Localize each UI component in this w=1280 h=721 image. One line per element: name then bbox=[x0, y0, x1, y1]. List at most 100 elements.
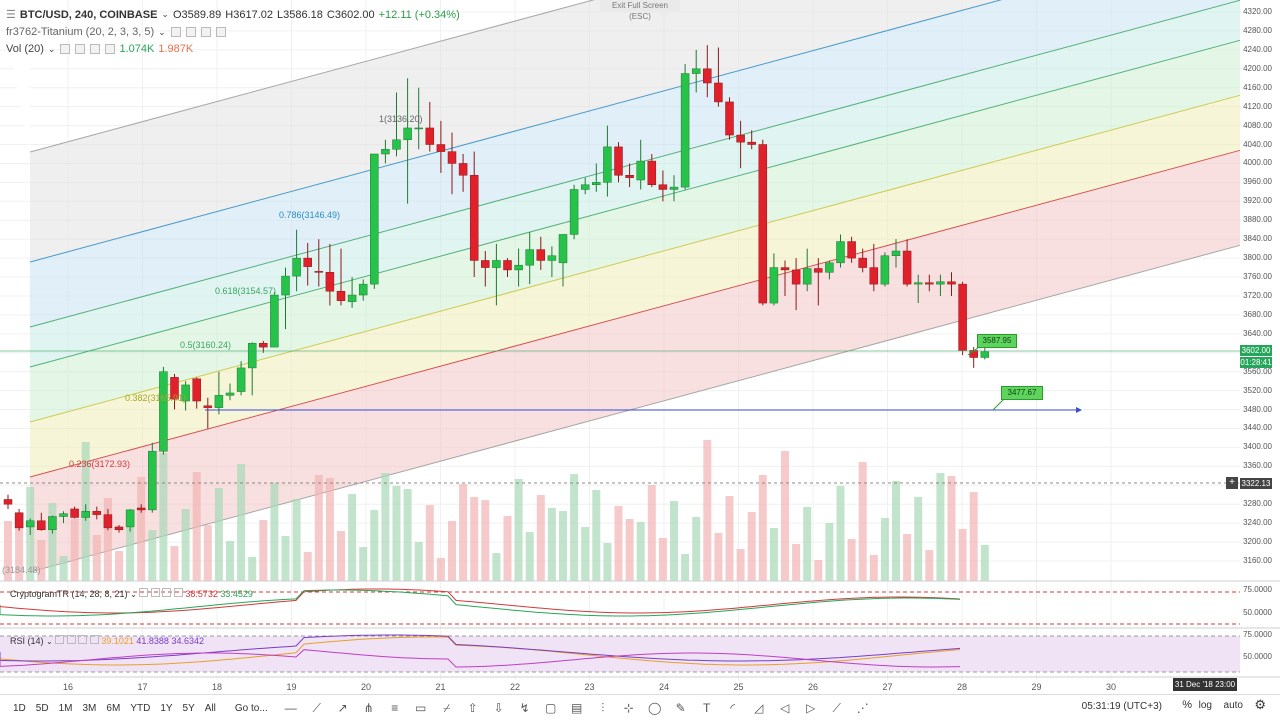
eye-icon[interactable] bbox=[55, 635, 65, 644]
price-label-box[interactable]: 3587.95 bbox=[977, 334, 1017, 348]
close-icon[interactable] bbox=[200, 27, 211, 37]
cross-line-icon[interactable]: ⊹ bbox=[623, 700, 634, 715]
settings-icon[interactable] bbox=[185, 27, 196, 37]
text-icon[interactable]: T bbox=[703, 700, 711, 715]
rsi-value-3: 34.6342 bbox=[171, 636, 204, 646]
more-icon[interactable] bbox=[215, 27, 226, 37]
volume-bar bbox=[814, 560, 823, 581]
settings-icon[interactable] bbox=[75, 44, 86, 54]
flag-left-icon[interactable]: ◁ bbox=[780, 700, 790, 715]
candle-body bbox=[303, 257, 312, 267]
price-tick: 4080.00 bbox=[1243, 120, 1272, 130]
more-icon[interactable] bbox=[173, 588, 183, 597]
arrow-up-icon[interactable]: ⇧ bbox=[467, 700, 478, 715]
chevron-down-icon[interactable]: ⌄ bbox=[130, 590, 137, 599]
volume-bar bbox=[359, 547, 368, 581]
price-tick: 3520.00 bbox=[1243, 385, 1272, 395]
settings-icon[interactable] bbox=[150, 588, 160, 597]
arc-icon[interactable]: ◜ bbox=[730, 700, 736, 715]
chevron-down-icon[interactable]: ⌄ bbox=[161, 9, 169, 19]
range-button-3m[interactable]: 3M bbox=[82, 702, 97, 714]
price-tick: 3800.00 bbox=[1243, 253, 1272, 263]
ray-icon[interactable]: ↗ bbox=[337, 700, 348, 715]
pitchfork-icon[interactable]: ⋔ bbox=[363, 700, 374, 715]
percent-toggle[interactable]: % bbox=[1182, 699, 1192, 711]
flag-right-icon[interactable]: ▷ bbox=[806, 700, 816, 715]
time-tick: 16 bbox=[62, 682, 73, 692]
eye-icon[interactable] bbox=[139, 588, 149, 597]
fib-mask bbox=[0, 0, 30, 152]
path-icon[interactable]: ↯ bbox=[519, 700, 530, 715]
volume-bar bbox=[237, 464, 246, 581]
range-button-5d[interactable]: 5D bbox=[35, 702, 49, 714]
vertical-line-icon[interactable]: ⫶ bbox=[601, 700, 605, 715]
more-icon[interactable] bbox=[105, 44, 116, 54]
indicator-label[interactable]: fr3762-Titanium (20, 2, 3, 3, 5) bbox=[6, 26, 155, 38]
range-button-1y[interactable]: 1Y bbox=[160, 702, 173, 714]
clock[interactable]: 05:31:19 (UTC+3) bbox=[1081, 701, 1162, 712]
arrow-down-icon[interactable]: ⇩ bbox=[493, 700, 504, 715]
note-icon[interactable]: ▤ bbox=[571, 700, 583, 715]
candle-body bbox=[536, 249, 546, 261]
volume-bar bbox=[714, 533, 723, 581]
chevron-down-icon[interactable]: ⌄ bbox=[46, 637, 53, 646]
volume-bar bbox=[115, 551, 123, 581]
rsi-value-1: 39.1021 bbox=[101, 636, 134, 646]
rsi-label[interactable]: RSI (14) bbox=[10, 636, 44, 646]
close-icon[interactable] bbox=[90, 44, 101, 54]
more-icon[interactable] bbox=[89, 635, 99, 644]
pen-icon[interactable]: ✎ bbox=[675, 700, 686, 715]
osc-tick: 50.0000 bbox=[1243, 608, 1272, 617]
curve-icon[interactable]: ◿ bbox=[754, 700, 764, 715]
plus-icon[interactable]: + bbox=[1226, 477, 1238, 489]
range-button-ytd[interactable]: YTD bbox=[130, 702, 151, 714]
volume-bar bbox=[903, 534, 912, 581]
candle-body bbox=[447, 151, 457, 164]
oscillator-label[interactable]: CryptogramTR (14, 28, 8, 21) bbox=[10, 589, 128, 599]
volume-bar bbox=[4, 521, 12, 581]
drawing-tools: — ⟋ ↗ ⋔ ≡ ▭ ⌿ ⇧ ⇩ ↯ ▢ ▤ ⫶ ⊹ ◯ ✎ T ◜ ◿ ◁ ▷ ⟋ ⋰ bbox=[278, 698, 876, 719]
chevron-down-icon[interactable]: ⌄ bbox=[47, 43, 56, 54]
close-icon[interactable] bbox=[162, 588, 172, 597]
price-label-box[interactable]: 3477.67 bbox=[1001, 386, 1043, 400]
log-toggle[interactable]: log bbox=[1198, 700, 1212, 711]
trend-line-icon[interactable]: ⟋ bbox=[312, 700, 321, 715]
volume-bar bbox=[314, 475, 323, 581]
brush-icon[interactable]: ⟋ bbox=[832, 700, 841, 715]
ellipse-icon[interactable]: ◯ bbox=[647, 700, 662, 715]
auto-toggle[interactable]: auto bbox=[1223, 700, 1243, 711]
range-button-5y[interactable]: 5Y bbox=[182, 702, 195, 714]
range-button-1d[interactable]: 1D bbox=[13, 702, 26, 714]
menu-icon[interactable]: ☰ bbox=[6, 9, 16, 21]
crosshair-price-tag: 3322.13 bbox=[1240, 478, 1272, 489]
label-pointer bbox=[992, 397, 1006, 411]
price-tick: 4000.00 bbox=[1243, 158, 1272, 168]
settings-icon[interactable] bbox=[66, 635, 76, 644]
close-icon[interactable] bbox=[78, 635, 88, 644]
volume-label[interactable]: Vol (20) bbox=[6, 43, 44, 55]
rectangle-icon[interactable]: ▭ bbox=[415, 700, 427, 715]
exit-fullscreen-button[interactable]: Exit Full Screen (ESC) bbox=[600, 0, 680, 21]
oscillator-header: CryptogramTR (14, 28, 8, 21) ⌄ 38.5732 3… bbox=[10, 588, 253, 599]
horizontal-line-icon[interactable]: — bbox=[284, 700, 297, 715]
eye-icon[interactable] bbox=[60, 44, 71, 54]
chevron-down-icon[interactable]: ⌄ bbox=[158, 26, 166, 37]
volume-bars bbox=[4, 440, 989, 581]
symbol-label[interactable]: BTC/USD, 240, COINBASE bbox=[19, 8, 158, 21]
callout-icon[interactable]: ▢ bbox=[545, 700, 557, 715]
goto-button[interactable]: Go to... bbox=[234, 702, 268, 714]
range-button-1m[interactable]: 1M bbox=[58, 702, 73, 714]
volume-bar bbox=[792, 544, 801, 581]
candle-body bbox=[825, 262, 834, 273]
volume-bar bbox=[414, 542, 423, 581]
parallel-channel-icon[interactable]: ≡ bbox=[391, 700, 399, 715]
eye-icon[interactable] bbox=[170, 27, 181, 37]
candle-body bbox=[636, 160, 645, 181]
gear-icon[interactable]: ⚙ bbox=[1254, 697, 1266, 712]
fib-icon[interactable]: ⌿ bbox=[443, 700, 451, 715]
range-button-6m[interactable]: 6M bbox=[106, 702, 121, 714]
extended-icon[interactable]: ⋰ bbox=[856, 700, 869, 715]
volume-bar bbox=[92, 535, 101, 581]
range-button-all[interactable]: All bbox=[204, 702, 216, 714]
